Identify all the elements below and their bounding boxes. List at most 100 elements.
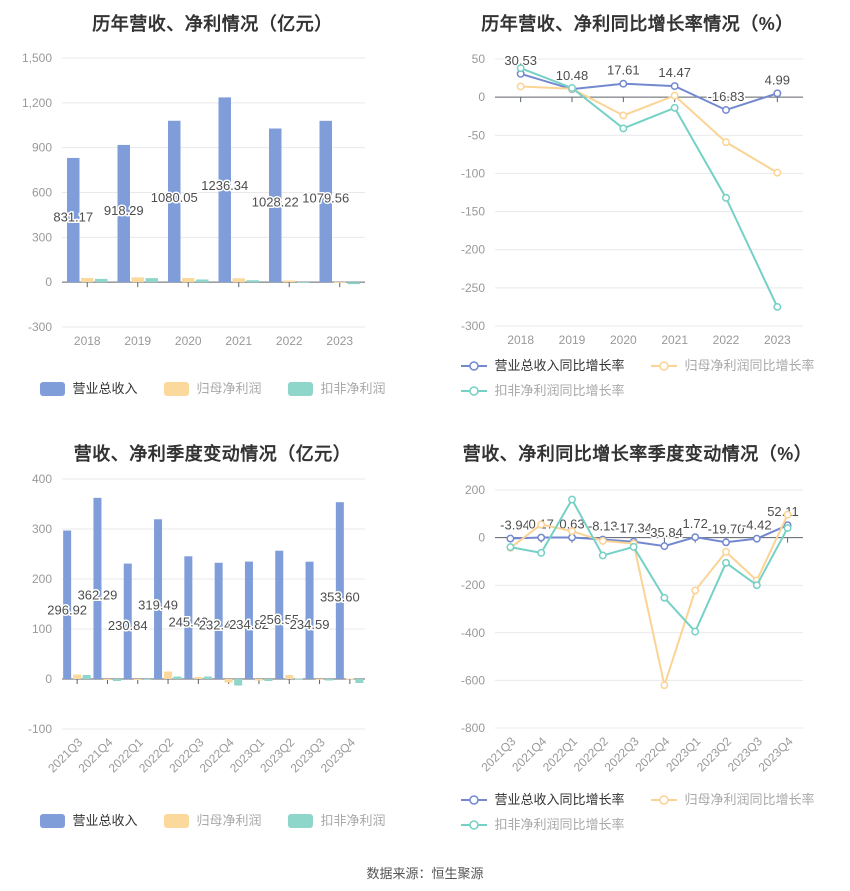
svg-text:2023: 2023 [326, 334, 353, 348]
legend-row: 扣非净利润同比增长率 [460, 816, 814, 833]
svg-text:4.99: 4.99 [765, 72, 790, 87]
svg-text:2019: 2019 [559, 333, 586, 347]
series-revenue-growth [516, 69, 782, 114]
legend-line-marker-icon [460, 794, 487, 805]
x-axis-labels: 2018 2019 2020 2021 2022 2023 [74, 334, 354, 348]
svg-text:232.46: 232.46 [199, 618, 239, 633]
gridlines [62, 478, 365, 730]
legend-item-revenue[interactable]: 营业总收入 [39, 380, 138, 396]
svg-text:-150: -150 [461, 205, 485, 219]
legend-row: 营业总收入同比增长率 归母净利润同比增长率 [460, 357, 815, 374]
svg-text:230.84: 230.84 [108, 618, 148, 633]
svg-text:10.48: 10.48 [556, 68, 589, 83]
y-axis-labels: 1,500 1,200 900 600 300 0 -300 [22, 51, 52, 334]
svg-text:-8.13: -8.13 [588, 519, 618, 534]
svg-text:-16.83: -16.83 [708, 89, 745, 104]
series-net-profit [81, 277, 346, 283]
chart-title-quarterly-values: 营收、净利季度变动情况（亿元） [73, 444, 352, 464]
svg-text:-35.84: -35.84 [646, 525, 683, 540]
legend-swatch-icon [163, 813, 189, 828]
quarterly-growth-chart-legend: 营业总收入同比增长率 归母净利润同比增长率扣非净利润同比增长率 [460, 791, 815, 841]
legend-line-marker-icon [460, 819, 487, 830]
legend-item-non-gaap-net-profit[interactable]: 扣非净利润 [287, 813, 386, 828]
svg-text:2018: 2018 [74, 334, 101, 348]
legend-label: 归母净利润 [196, 812, 262, 828]
svg-text:-100: -100 [461, 166, 485, 180]
svg-text:100: 100 [32, 622, 52, 636]
svg-text:400: 400 [32, 472, 52, 486]
chart-title-annual-growth: 历年营收、净利同比增长率情况（%） [481, 14, 794, 34]
svg-text:-19.70: -19.70 [708, 521, 745, 536]
legend-item-non-gaap-net-profit-growth[interactable]: 扣非净利润同比增长率 [460, 816, 625, 832]
svg-text:362.29: 362.29 [78, 588, 118, 603]
y-axis-labels: 400 300 200 100 0 -100 [28, 472, 52, 736]
legend-label: 扣非净利润 [320, 380, 386, 396]
legend-item-net-profit-growth[interactable]: 归母净利润同比增长率 [650, 358, 815, 373]
y-axis-labels: 50 0 -50 -100 -150 -200 -250 -300 [461, 52, 485, 333]
x-axis-labels: 2021Q32021Q42022Q12022Q22022Q32022Q42023… [45, 735, 358, 775]
svg-text:52.11: 52.11 [767, 504, 799, 519]
legend-label: 归母净利润同比增长率 [684, 791, 815, 807]
legend-label: 营业总收入 [72, 380, 138, 396]
chart-panel-quarterly-growth: 营收、净利同比增长率季度变动情况（%） 200 0 -200 -400 -600 -800… [425, 430, 850, 860]
legend-label: 归母净利润 [196, 380, 262, 396]
svg-text:14.47: 14.47 [658, 65, 691, 80]
legend-swatch-icon [39, 381, 65, 396]
series-non-gaap-net-profit [82, 675, 364, 686]
svg-text:1,500: 1,500 [22, 51, 52, 65]
legend-item-non-gaap-net-profit[interactable]: 扣非净利润 [287, 380, 386, 396]
chart-panel-quarterly-values: 营收、净利季度变动情况（亿元） 400 300 200 100 0 -100 2021Q3 2… [0, 430, 425, 860]
data-source-note: 数据来源：恒生聚源 [366, 866, 484, 881]
svg-text:2020: 2020 [175, 334, 202, 348]
legend-row: 营业总收入 归母净利润 扣非净利润 [39, 380, 386, 397]
legend-item-net-profit[interactable]: 归母净利润 [163, 812, 262, 828]
svg-text:30.53: 30.53 [504, 53, 537, 68]
series-net-profit [73, 671, 354, 683]
svg-text:1079.56: 1079.56 [302, 190, 349, 205]
value-labels-revenue-growth: 30.53 10.48 17.61 14.47 -16.83 4.99 [503, 51, 792, 105]
legend-item-non-gaap-net-profit-growth[interactable]: 扣非净利润同比增长率 [460, 383, 625, 398]
svg-text:-17.34: -17.34 [615, 521, 652, 536]
svg-text:2023Q4: 2023Q4 [756, 734, 796, 774]
legend-item-net-profit-growth[interactable]: 归母净利润同比增长率 [650, 791, 815, 807]
chart-panel-annual-growth: 历年营收、净利同比增长率情况（%） 50 0 -50 -100 -150 -200 -250… [425, 0, 850, 430]
svg-text:-200: -200 [461, 578, 485, 592]
svg-text:-200: -200 [461, 243, 485, 257]
legend-label: 营业总收入同比增长率 [494, 357, 625, 373]
legend-swatch-icon [39, 813, 65, 828]
legend-swatch-icon [287, 381, 313, 396]
legend-item-revenue-growth[interactable]: 营业总收入同比增长率 [460, 357, 625, 373]
legend-line-marker-icon [460, 385, 487, 396]
svg-text:245.43: 245.43 [168, 615, 208, 630]
svg-text:600: 600 [32, 186, 52, 200]
svg-text:2023: 2023 [764, 333, 791, 347]
x-axis-labels: 2018 2019 2020 2021 2022 2023 [507, 333, 791, 347]
legend-label: 扣非净利润同比增长率 [494, 816, 625, 832]
legend-row: 扣非净利润同比增长率 [460, 382, 814, 399]
svg-text:2021: 2021 [225, 334, 252, 348]
svg-text:831.17: 831.17 [53, 210, 93, 225]
chart-title-annual-values: 历年营收、净利情况（亿元） [92, 14, 333, 34]
svg-text:200: 200 [465, 483, 485, 497]
svg-text:0: 0 [45, 672, 52, 686]
svg-text:50: 50 [472, 52, 486, 66]
svg-text:-100: -100 [28, 722, 52, 736]
legend-line-marker-icon [650, 360, 677, 371]
value-labels-revenue-growth: -3.940.170.63-8.13-17.34-35.841.72-19.70… [499, 503, 801, 542]
annual-values-chart-canvas: 1,500 1,200 900 600 300 0 -300 2018 2019 2020 2021… [22, 51, 365, 348]
svg-text:0: 0 [478, 531, 485, 545]
svg-text:-300: -300 [461, 319, 485, 333]
svg-text:0: 0 [45, 275, 52, 289]
svg-text:-800: -800 [461, 721, 485, 735]
legend-item-net-profit[interactable]: 归母净利润 [163, 380, 262, 396]
svg-text:1236.34: 1236.34 [201, 178, 248, 193]
svg-text:2021: 2021 [661, 333, 688, 347]
svg-text:353.60: 353.60 [320, 590, 360, 605]
legend-item-revenue[interactable]: 营业总收入 [39, 813, 137, 828]
svg-text:319.49: 319.49 [138, 598, 178, 613]
legend-item-revenue-growth[interactable]: 营业总收入同比增长率 [460, 792, 625, 807]
svg-text:1028.22: 1028.22 [252, 194, 299, 209]
